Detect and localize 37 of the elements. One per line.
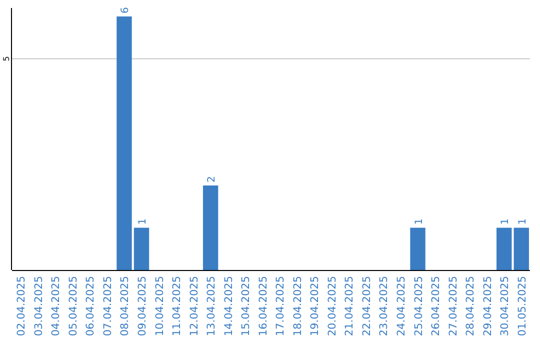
x-tick-label: 05.04.2025 [67,276,80,336]
x-tick-label: 26.04.2025 [430,276,442,336]
data-label: 1 [517,218,528,225]
x-tick-label: 17.04.2025 [274,276,287,336]
x-tick-label: 25.04.2025 [412,276,425,336]
x-tick-label: 15.04.2025 [240,276,252,336]
x-tick-label: 12.04.2025 [188,276,200,336]
x-tick-label: 24.04.2025 [396,276,408,336]
x-tick-label: 11.04.2025 [171,276,184,336]
x-tick-label: 10.04.2025 [154,276,166,336]
data-label: 1 [138,218,148,225]
x-tick-label: 02.04.2025 [16,276,28,336]
x-tick-label: 16.04.2025 [257,276,270,336]
x-tick-label: 09.04.2025 [136,276,148,336]
x-tick-label: 21.04.2025 [344,276,356,336]
x-tick-label: 14.04.2025 [222,276,235,336]
x-tick-label: 13.04.2025 [206,276,218,336]
y-tick-label: 5 [2,56,11,62]
x-tick-label: 08.04.2025 [119,276,132,336]
x-tick-label: 20.04.2025 [326,276,338,336]
x-tick-label: 27.04.2025 [447,276,460,336]
x-tick-label: 04.04.2025 [50,276,62,336]
x-tick-label: 06.04.2025 [84,276,97,336]
x-tick-label: 19.04.2025 [309,276,322,336]
x-tick-label: 30.04.2025 [499,276,512,336]
data-label: 1 [414,218,425,225]
x-tick-label: 22.04.2025 [360,276,373,336]
data-label: 6 [120,7,132,14]
data-label: 1 [500,218,512,225]
x-tick-label: 07.04.2025 [102,276,114,336]
x-tick-label: 18.04.2025 [292,276,304,336]
x-tick-label: 23.04.2025 [378,276,390,336]
x-tick-label: 01.05.2025 [516,276,528,336]
data-label: 2 [206,176,218,182]
x-tick-label: 03.04.2025 [32,276,45,336]
x-tick-label: 28.04.2025 [464,276,477,336]
x-tick-label: 29.04.2025 [482,276,494,336]
